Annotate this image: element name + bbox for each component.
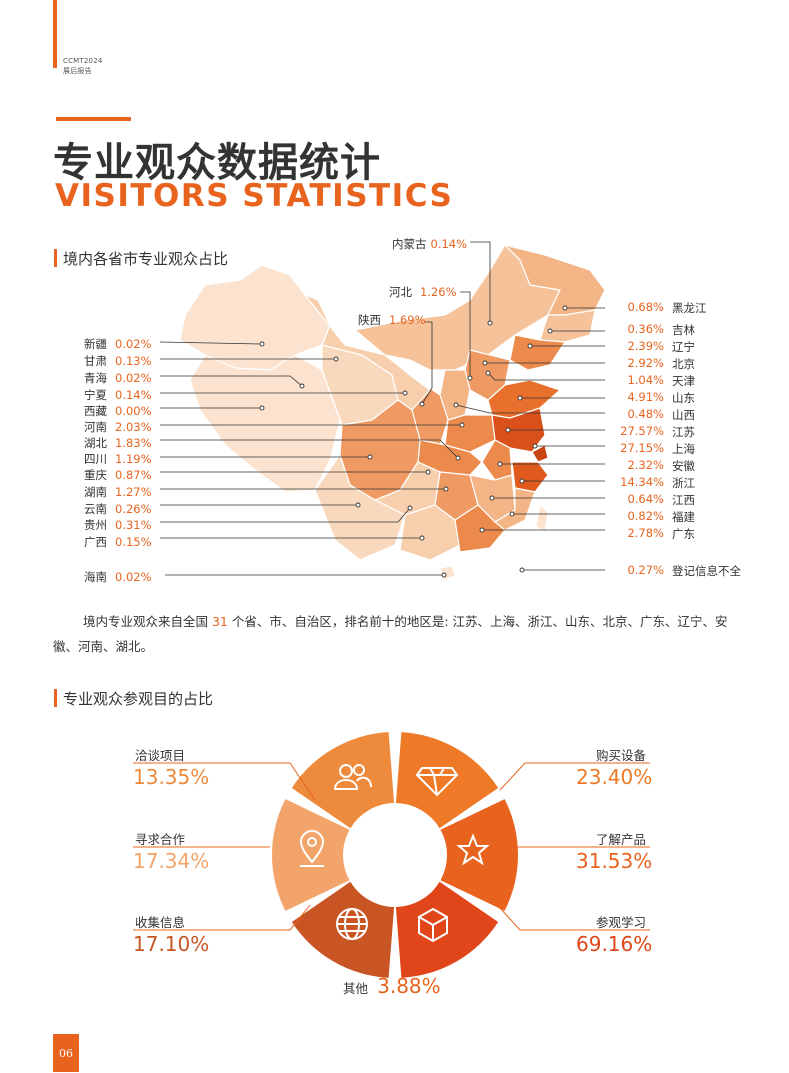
region-henan bbox=[444, 414, 496, 453]
purpose-value-cooperation: 17.34% bbox=[133, 849, 210, 873]
province-label-shanxi: 0.48% 山西 bbox=[627, 407, 695, 422]
region-xinjiang bbox=[179, 264, 331, 371]
province-label-shandong: 4.91% 山东 bbox=[627, 390, 695, 405]
leader-dots bbox=[259, 305, 568, 578]
province-label-inner-mongolia: 内蒙古 0.14% bbox=[392, 237, 468, 251]
province-label-ningxia: 宁夏 0.14% bbox=[84, 388, 152, 402]
purpose-label-learning: 参观学习 bbox=[596, 915, 647, 930]
province-label-shaanxi: 陕西 1.69% bbox=[358, 313, 426, 327]
leader-hubei bbox=[160, 439, 459, 459]
purpose-label-other: 其他 bbox=[343, 981, 369, 996]
province-label-shanghai: 27.15% 上海 bbox=[620, 441, 695, 456]
purpose-label-cooperation: 寻求合作 bbox=[135, 832, 186, 847]
pointer-purchase bbox=[499, 762, 650, 791]
purpose-value-purchase: 23.40% bbox=[576, 765, 653, 789]
province-label-guangxi: 广西 0.15% bbox=[84, 535, 152, 549]
title-accent-bar bbox=[56, 117, 131, 121]
region-anhui bbox=[481, 439, 513, 481]
region-shanghai bbox=[531, 444, 549, 463]
donut-seg-cooperation bbox=[272, 799, 350, 911]
leader-shaanxi bbox=[421, 321, 433, 405]
purpose-other: 其他 3.88% bbox=[343, 974, 441, 998]
purpose-donut bbox=[133, 732, 650, 978]
province-label-hunan: 湖南 1.27% bbox=[84, 485, 152, 499]
section-title-purposes: 专业观众参观目的占比 bbox=[63, 690, 214, 708]
province-label-xinjiang: 新疆 0.02% bbox=[84, 337, 152, 351]
province-label-anhui: 2.32% 安徽 bbox=[627, 458, 695, 473]
province-label-zhejiang: 14.34% 浙江 bbox=[620, 475, 695, 490]
leader-lines bbox=[159, 241, 605, 576]
province-label-beijing: 2.92% 北京 bbox=[627, 356, 695, 371]
location-pin-icon bbox=[299, 830, 325, 867]
globe-icon bbox=[336, 908, 368, 940]
page-title: 专业观众数据统计 bbox=[53, 140, 381, 186]
purpose-label-product: 了解产品 bbox=[596, 832, 647, 847]
purpose-value-other: 3.88% bbox=[377, 974, 441, 998]
province-label-guizhou: 贵州 0.31% bbox=[84, 518, 152, 532]
province-label-liaoning: 2.39% 辽宁 bbox=[627, 339, 695, 354]
purpose-label-purchase: 购买设备 bbox=[596, 748, 647, 763]
diamond-icon bbox=[415, 767, 459, 797]
province-label-henan: 河南 2.03% bbox=[84, 420, 152, 434]
purpose-value-product: 31.53% bbox=[576, 849, 653, 873]
left-province-list: 新疆 0.02% 甘肃 0.13% 青海 0.02% 宁夏 0.14% 西藏 0.00% … bbox=[84, 336, 152, 551]
province-label-fujian: 0.82% 福建 bbox=[627, 509, 695, 524]
section-marker bbox=[54, 249, 57, 267]
region-taiwan bbox=[535, 504, 549, 533]
leader-guizhou bbox=[160, 507, 411, 523]
province-label-qinghai: 青海 0.02% bbox=[84, 371, 152, 385]
province-label-jiangsu: 27.57% 江苏 bbox=[620, 424, 695, 439]
purpose-label-negotiation: 洽谈项目 bbox=[135, 748, 186, 763]
province-label-sichuan: 四川 1.19% bbox=[84, 452, 152, 466]
province-label-hebei: 河北 1.26% bbox=[389, 285, 457, 299]
purpose-label-collect: 收集信息 bbox=[135, 915, 186, 930]
province-label-chongqing: 重庆 0.87% bbox=[84, 468, 152, 482]
leader-inner-mongolia bbox=[470, 241, 491, 323]
china-map bbox=[159, 241, 606, 581]
province-label-yunnan: 云南 0.26% bbox=[84, 502, 152, 516]
province-label-hainan: 海南 0.02% bbox=[84, 570, 152, 584]
leader-qinghai bbox=[160, 375, 303, 387]
pointer-collect bbox=[133, 904, 311, 931]
province-label-jiangxi: 0.64% 江西 bbox=[627, 492, 695, 507]
page-number: 06 bbox=[53, 1034, 79, 1072]
province-label-gansu: 甘肃 0.13% bbox=[84, 354, 152, 368]
province-label-tianjin: 1.04% 天津 bbox=[627, 373, 695, 388]
province-label-jilin: 0.36% 吉林 bbox=[627, 322, 695, 337]
pointer-learning bbox=[499, 907, 650, 931]
header-accent-line bbox=[53, 0, 57, 68]
province-label-guangdong: 2.78% 广东 bbox=[627, 526, 695, 541]
label-unregistered: 0.27% 登记信息不全 bbox=[627, 563, 741, 578]
province-label-heilongjiang: 0.68% 黑龙江 bbox=[627, 300, 707, 315]
leader-tianjin bbox=[487, 372, 605, 381]
cube-icon bbox=[418, 907, 448, 943]
leader-shanxi bbox=[455, 404, 605, 414]
province-label-tibet: 西藏 0.00% bbox=[84, 404, 152, 418]
region-tibet bbox=[189, 354, 341, 493]
leader-hebei bbox=[460, 291, 471, 378]
pointer-negotiation bbox=[133, 762, 316, 801]
purpose-value-collect: 17.10% bbox=[133, 932, 210, 956]
province-label-hubei: 湖北 1.83% bbox=[84, 436, 152, 450]
people-icon bbox=[333, 764, 372, 790]
summary-paragraph: 境内专业观众来自全国 31 个省、市、自治区，排名前十的地区是: 江苏、上海、浙… bbox=[53, 614, 728, 654]
star-icon bbox=[456, 833, 490, 866]
purpose-value-negotiation: 13.35% bbox=[133, 765, 210, 789]
header-event-code: CCMT2024 bbox=[63, 57, 103, 65]
region-jilin bbox=[539, 309, 596, 343]
purpose-value-learning: 69.16% bbox=[576, 932, 653, 956]
region-zhejiang bbox=[511, 461, 549, 493]
region-hainan bbox=[439, 565, 456, 581]
leader-xinjiang bbox=[159, 341, 263, 345]
right-province-list: 0.68% 黑龙江 0.36% 吉林 2.39% 辽宁 2.92% 北京 1.04% 天津… bbox=[612, 300, 752, 543]
section-marker bbox=[54, 689, 57, 707]
donut-seg-purchase bbox=[395, 732, 499, 829]
section-title-provinces: 境内各省市专业观众占比 bbox=[63, 250, 229, 268]
donut-center-gear bbox=[345, 805, 445, 905]
page-title-english: VISITORS STATISTICS bbox=[55, 178, 454, 214]
pointer-lines bbox=[133, 762, 650, 931]
header-report-name: 展后报告 bbox=[63, 67, 92, 75]
donut-seg-collect bbox=[291, 881, 395, 978]
map-regions bbox=[179, 243, 606, 581]
